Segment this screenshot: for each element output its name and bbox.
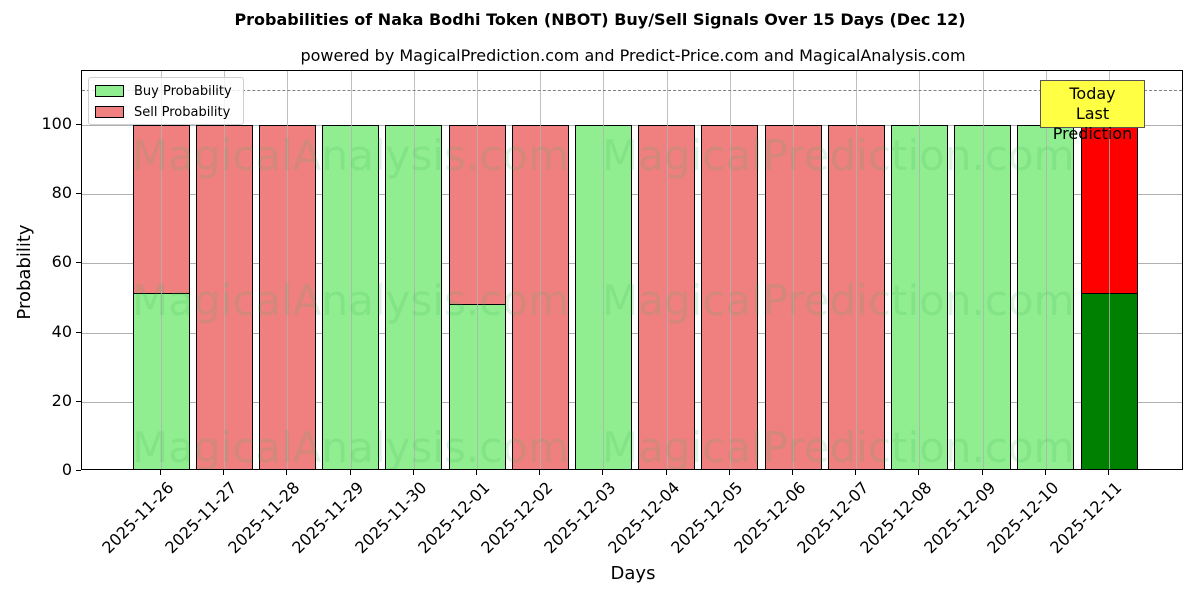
y-tick-label: 100 (41, 113, 72, 133)
chart-subtitle: powered by MagicalPrediction.com and Pre… (300, 46, 966, 65)
chart-title: Probabilities of Naka Bodhi Token (NBOT)… (234, 10, 966, 29)
x-tick-mark (855, 470, 857, 475)
gridline-vertical (161, 71, 162, 469)
x-tick-mark (792, 470, 793, 475)
legend-item-buy: Buy Probability (95, 83, 232, 99)
legend-item-sell: Sell Probability (95, 104, 230, 120)
x-tick-mark (539, 470, 541, 475)
x-tick-mark (665, 470, 667, 475)
gridline-vertical (350, 71, 352, 469)
gridline-vertical (856, 71, 858, 469)
watermark-text: MagicalAnalysis.com (132, 131, 569, 180)
x-tick-mark (160, 470, 161, 475)
legend-swatch-buy (95, 85, 124, 97)
gridline-vertical (666, 71, 668, 469)
y-tick-mark (76, 193, 81, 195)
gridline-vertical (477, 71, 478, 469)
gridline-vertical (1109, 71, 1110, 469)
gridline-vertical (287, 71, 289, 469)
x-tick-mark (981, 470, 983, 475)
annotation-line-2: Last Prediction (1052, 104, 1133, 143)
y-axis-label: Probability (14, 224, 35, 320)
gridline-horizontal (82, 263, 1182, 265)
x-tick-mark (412, 470, 414, 475)
gridline-vertical (603, 71, 605, 469)
reference-line (82, 90, 1182, 92)
x-tick-mark (918, 470, 920, 475)
legend-label-buy: Buy Probability (134, 83, 232, 99)
gridline-vertical (729, 71, 731, 469)
legend: Buy Probability Sell Probability (88, 77, 244, 125)
x-tick-mark (1108, 470, 1109, 475)
annotation-line-1: Today (1069, 84, 1116, 103)
y-tick-mark (76, 400, 81, 402)
watermark-text: MagicalAnalysis.com (132, 423, 569, 470)
gridline-vertical (540, 71, 542, 469)
y-tick-mark (76, 470, 81, 471)
legend-swatch-sell (95, 106, 124, 118)
y-tick-label: 80 (51, 183, 72, 203)
watermark-text: MagicalAnalysis.com (132, 276, 569, 325)
y-tick-label: 0 (61, 460, 72, 479)
x-tick-mark (602, 470, 604, 475)
x-axis-label: Days (610, 563, 656, 584)
y-tick-label: 40 (51, 321, 72, 341)
watermark-text: MagicalPrediction.com (602, 276, 1075, 325)
legend-label-sell: Sell Probability (134, 104, 231, 120)
x-tick-mark (286, 470, 288, 475)
gridline-vertical (919, 71, 921, 469)
gridline-vertical (1045, 71, 1047, 469)
y-tick-mark (76, 262, 81, 264)
gridline-vertical (982, 71, 984, 469)
plot-area: MagicalAnalysis.com MagicalPrediction.com… (81, 70, 1183, 470)
gridline-vertical (224, 71, 226, 469)
x-tick-mark (1044, 470, 1046, 475)
gridline-horizontal (82, 401, 1182, 403)
y-tick-mark (76, 331, 81, 333)
x-tick-mark (476, 470, 477, 475)
gridline-vertical (413, 71, 415, 469)
today-annotation: Today Last Prediction (1040, 80, 1145, 143)
watermark-text: MagicalPrediction.com (602, 423, 1075, 470)
gridline-horizontal (82, 124, 1182, 126)
watermark-text: MagicalPrediction.com (602, 131, 1075, 180)
gridline-horizontal (82, 194, 1182, 196)
x-tick-mark (349, 470, 351, 475)
gridline-vertical (793, 71, 794, 469)
y-tick-label: 60 (51, 252, 72, 272)
x-tick-mark (728, 470, 730, 475)
y-tick-mark (76, 123, 81, 125)
gridline-horizontal (82, 332, 1182, 334)
y-tick-label: 20 (51, 390, 72, 410)
x-tick-mark (223, 470, 225, 475)
